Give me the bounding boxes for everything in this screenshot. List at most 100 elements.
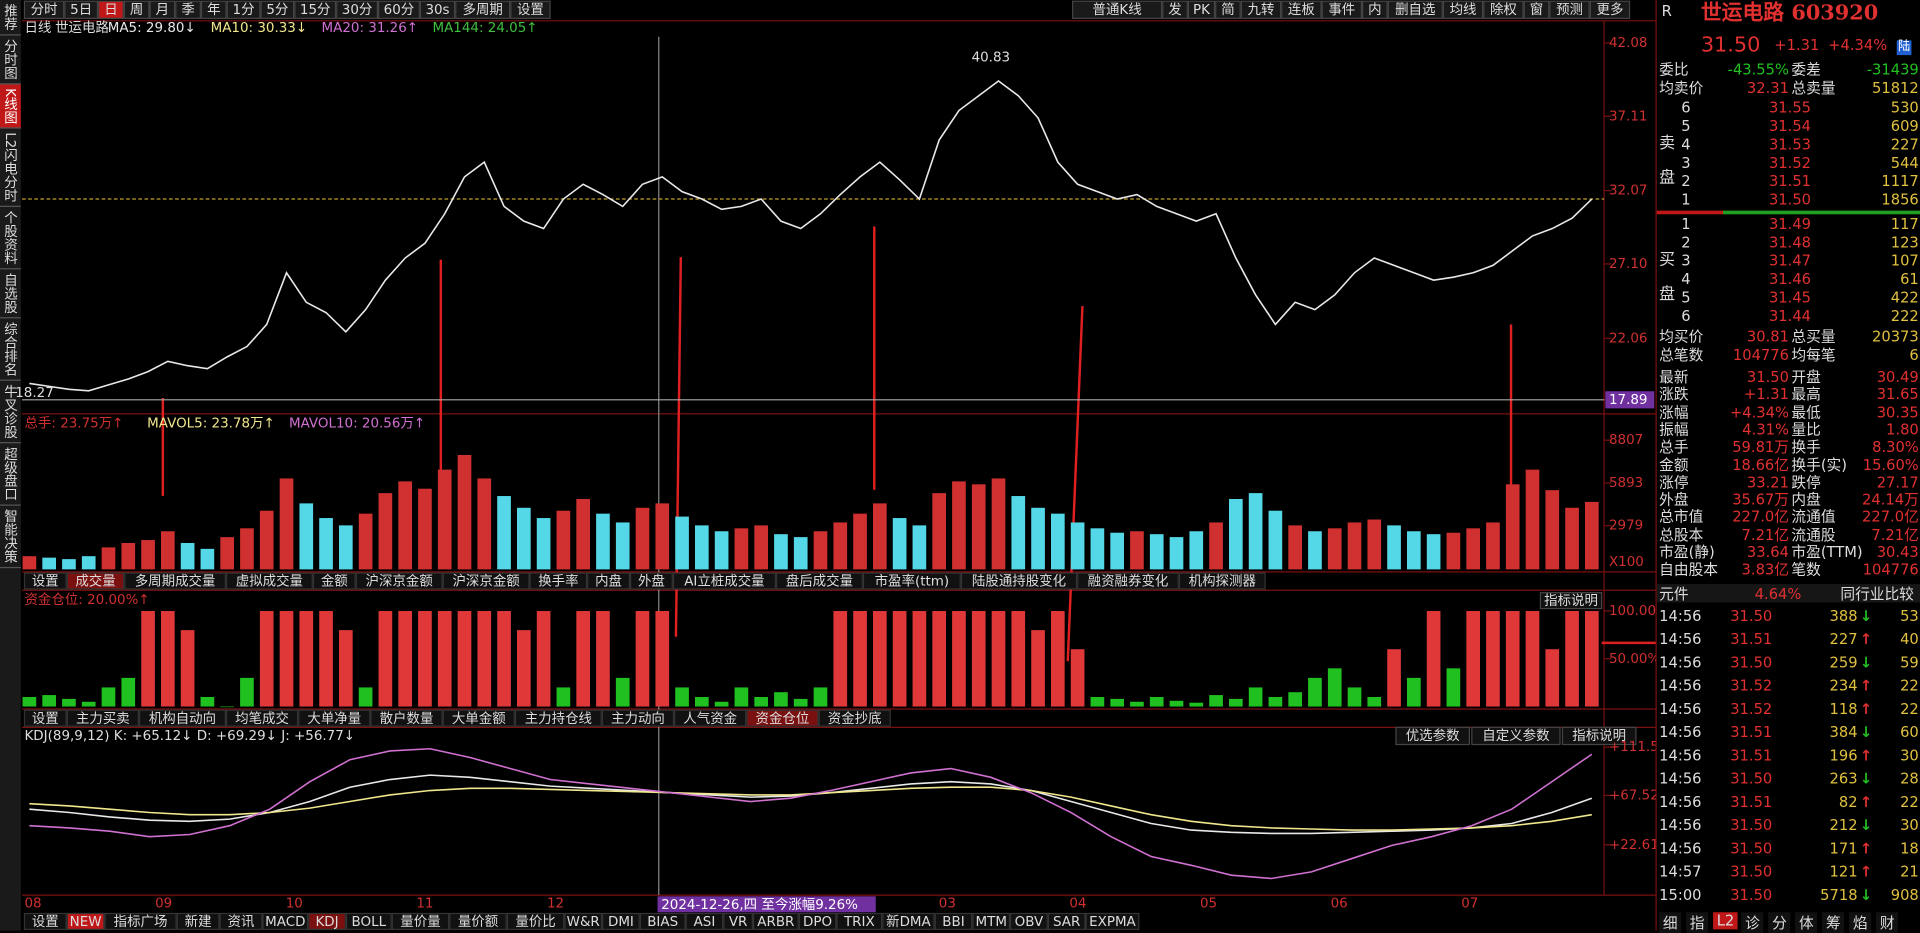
sidebar-tab[interactable]: 推荐 <box>0 0 21 36</box>
tab[interactable] <box>639 912 686 931</box>
tab[interactable] <box>370 709 443 727</box>
button[interactable] <box>1471 726 1561 746</box>
sidebar-tab[interactable]: 综合排名 <box>0 319 21 382</box>
tab[interactable] <box>862 572 961 590</box>
toolbar-button[interactable] <box>336 0 379 19</box>
tab[interactable] <box>66 709 139 727</box>
toolbar-button[interactable] <box>64 0 99 19</box>
sidebar-tab[interactable]: K线图 <box>0 84 21 129</box>
tab[interactable] <box>1010 912 1048 931</box>
toolbar-button[interactable] <box>260 0 295 19</box>
tab[interactable] <box>124 572 226 590</box>
tab[interactable] <box>1077 572 1179 590</box>
tab[interactable] <box>219 912 263 931</box>
tab[interactable] <box>23 912 67 931</box>
tab[interactable] <box>1047 912 1086 931</box>
button[interactable] <box>1539 592 1603 610</box>
tab[interactable] <box>1085 912 1140 931</box>
quote-tab[interactable]: 财 <box>1876 912 1899 933</box>
tab[interactable] <box>752 912 799 931</box>
toolbar-button[interactable] <box>123 0 150 19</box>
toolbar-button[interactable] <box>1523 0 1550 19</box>
tab[interactable] <box>66 572 125 590</box>
quote-tab[interactable]: 焰 <box>1849 912 1872 933</box>
tab[interactable] <box>225 709 299 727</box>
tab[interactable] <box>1178 572 1266 590</box>
toolbar-button[interactable] <box>23 0 65 19</box>
tab[interactable] <box>308 912 346 931</box>
tab[interactable] <box>564 912 603 931</box>
tab[interactable] <box>391 912 450 931</box>
tab[interactable] <box>345 912 392 931</box>
tab[interactable] <box>506 912 565 931</box>
tab[interactable] <box>529 572 588 590</box>
tab[interactable] <box>960 572 1078 590</box>
tab[interactable] <box>602 912 640 931</box>
toolbar-button[interactable] <box>1549 0 1590 19</box>
tab[interactable] <box>685 912 724 931</box>
button[interactable] <box>1561 726 1637 746</box>
toolbar-button[interactable] <box>455 0 511 19</box>
tab[interactable] <box>746 709 819 727</box>
toolbar-button[interactable] <box>1442 0 1484 19</box>
sidebar-tab[interactable]: 自选股 <box>0 270 21 319</box>
tab[interactable] <box>225 572 313 590</box>
tab[interactable] <box>836 912 883 931</box>
tab[interactable] <box>262 912 309 931</box>
toolbar-button[interactable] <box>294 0 337 19</box>
toolbar-button[interactable] <box>149 0 176 19</box>
toolbar-button[interactable] <box>510 0 551 19</box>
tab[interactable] <box>312 572 356 590</box>
tab[interactable] <box>355 572 443 590</box>
quote-tab[interactable]: 指 <box>1686 912 1709 933</box>
tab[interactable] <box>23 572 67 590</box>
tab[interactable] <box>442 709 515 727</box>
toolbar-button[interactable] <box>1362 0 1388 19</box>
tab[interactable] <box>298 709 371 727</box>
toolbar-button[interactable] <box>1321 0 1363 19</box>
sidebar-tab[interactable]: 个股资料 <box>0 207 21 270</box>
toolbar-button[interactable] <box>1215 0 1241 19</box>
tab[interactable] <box>23 709 67 727</box>
toolbar-button[interactable] <box>226 0 261 19</box>
quote-tab[interactable]: 诊 <box>1741 912 1764 933</box>
toolbar-button[interactable] <box>378 0 420 19</box>
tab[interactable] <box>449 912 507 931</box>
toolbar-button[interactable] <box>1162 0 1188 19</box>
toolbar-button[interactable] <box>419 0 456 19</box>
toolbar-button[interactable] <box>1072 0 1163 19</box>
sidebar-tab[interactable]: 分时图 <box>0 36 21 85</box>
tab[interactable] <box>723 912 753 931</box>
quote-tab[interactable]: 分 <box>1768 912 1791 933</box>
toolbar-button[interactable] <box>1187 0 1216 19</box>
quote-tab[interactable]: 体 <box>1795 912 1818 933</box>
toolbar-button[interactable] <box>1387 0 1443 19</box>
toolbar-button[interactable] <box>1589 0 1631 19</box>
tab[interactable] <box>66 912 105 931</box>
tab[interactable] <box>672 572 776 590</box>
tab[interactable] <box>972 912 1011 931</box>
quote-tab[interactable]: 细 <box>1659 912 1682 933</box>
toolbar-button[interactable] <box>175 0 201 19</box>
tab[interactable] <box>775 572 863 590</box>
tab[interactable] <box>674 709 747 727</box>
quote-tab[interactable]: L2 <box>1713 912 1738 930</box>
tab[interactable] <box>138 709 226 727</box>
button[interactable] <box>1395 726 1471 746</box>
tab[interactable] <box>798 912 837 931</box>
tab[interactable] <box>882 912 935 931</box>
tab[interactable] <box>587 572 631 590</box>
tab[interactable] <box>934 912 973 931</box>
sidebar-tab[interactable]: 牛叉诊股 <box>0 381 21 444</box>
quote-tab[interactable]: 筹 <box>1822 912 1845 933</box>
tab[interactable] <box>514 709 602 727</box>
sidebar-tab[interactable]: L2闪电分时 <box>0 129 21 208</box>
toolbar-button[interactable] <box>98 0 124 19</box>
toolbar-button[interactable] <box>1240 0 1282 19</box>
tab[interactable] <box>176 912 220 931</box>
tab[interactable] <box>601 709 675 727</box>
tab[interactable] <box>818 709 891 727</box>
tab[interactable] <box>442 572 530 590</box>
tab[interactable] <box>104 912 177 931</box>
toolbar-button[interactable] <box>1483 0 1524 19</box>
